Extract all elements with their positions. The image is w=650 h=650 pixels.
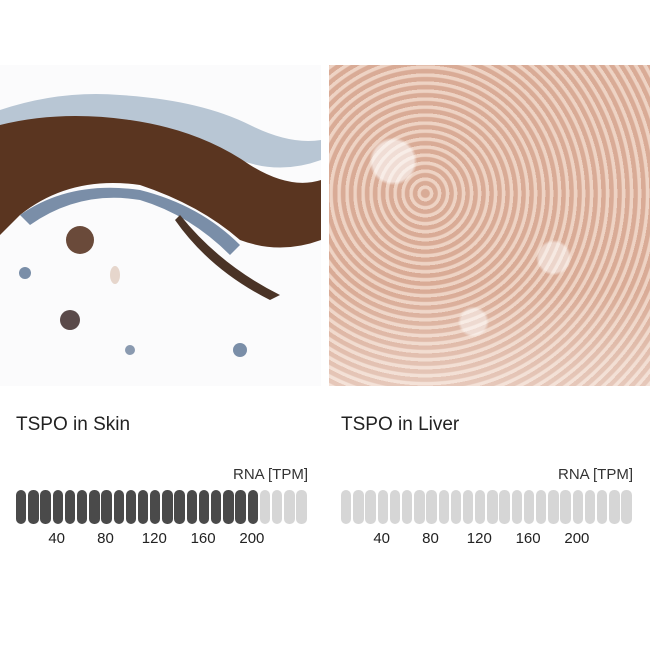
tick-label: 120 — [141, 530, 167, 547]
bar-segment-empty — [499, 490, 510, 524]
bar-segment-empty — [511, 490, 523, 524]
bar-segment-filled — [125, 490, 137, 524]
bar-segment-empty — [584, 490, 596, 524]
liver-tissue-image — [329, 65, 650, 386]
bar-segment-empty — [487, 490, 498, 524]
bar-segment-filled — [162, 490, 173, 524]
skin-tissue-image — [0, 65, 321, 386]
rna-unit-label-liver: RNA [TPM] — [557, 466, 633, 483]
bar-segment-filled — [235, 490, 246, 524]
bar-segment-empty — [548, 490, 559, 524]
bar-segment-empty — [596, 490, 608, 524]
bar-segment-empty — [438, 490, 449, 524]
bar-segment-empty — [414, 490, 425, 524]
bar-segment-empty — [259, 490, 271, 524]
bar-segment-empty — [389, 490, 401, 524]
bar-segment-empty — [609, 490, 620, 524]
bar-segment-empty — [475, 490, 486, 524]
bar-segment-empty — [536, 490, 547, 524]
tick-label: 200 — [564, 530, 590, 547]
bar-segment-filled — [186, 490, 198, 524]
bar-segment-empty — [621, 490, 632, 524]
bar-segment-empty — [523, 490, 535, 524]
bar-segment-empty — [401, 490, 413, 524]
tick-label: 200 — [239, 530, 265, 547]
panel-title-liver: TSPO in Liver — [341, 414, 460, 435]
panel-title-skin: TSPO in Skin — [16, 414, 131, 435]
tick-label: 40 — [373, 530, 391, 547]
bar-segment-filled — [16, 490, 27, 524]
bar-segment-filled — [52, 490, 63, 524]
bar-segment-filled — [211, 490, 222, 524]
bar-segment-filled — [76, 490, 88, 524]
bar-segment-filled — [89, 490, 100, 524]
bar-segment-empty — [560, 490, 571, 524]
tick-label: 80 — [422, 530, 439, 547]
bar-segment-empty — [426, 490, 437, 524]
bar-segment-filled — [40, 490, 51, 524]
bar-segment-empty — [450, 490, 462, 524]
rna-bar-skin — [16, 490, 307, 524]
rna-unit-label-skin: RNA [TPM] — [232, 466, 308, 483]
bar-segment-empty — [377, 490, 388, 524]
bar-segment-empty — [572, 490, 583, 524]
bar-segment-filled — [101, 490, 112, 524]
bar-segment-filled — [28, 490, 39, 524]
bar-segment-empty — [462, 490, 474, 524]
tick-label: 160 — [515, 530, 541, 547]
bar-segment-filled — [150, 490, 161, 524]
tick-label: 40 — [48, 530, 66, 547]
tick-label: 160 — [190, 530, 216, 547]
bar-segment-empty — [271, 490, 283, 524]
bar-segment-filled — [247, 490, 258, 524]
rna-bar-liver — [341, 490, 632, 524]
tick-label: 80 — [97, 530, 114, 547]
tick-label: 120 — [466, 530, 492, 547]
bar-segment-empty — [353, 490, 364, 524]
bar-segment-empty — [365, 490, 376, 524]
bar-segment-empty — [341, 490, 352, 524]
bar-segment-filled — [223, 490, 234, 524]
bar-segment-filled — [64, 490, 76, 524]
bar-segment-filled — [198, 490, 210, 524]
bar-segment-empty — [284, 490, 295, 524]
bar-segment-filled — [113, 490, 124, 524]
bar-segment-filled — [174, 490, 185, 524]
bar-segment-empty — [296, 490, 307, 524]
bar-segment-filled — [137, 490, 149, 524]
